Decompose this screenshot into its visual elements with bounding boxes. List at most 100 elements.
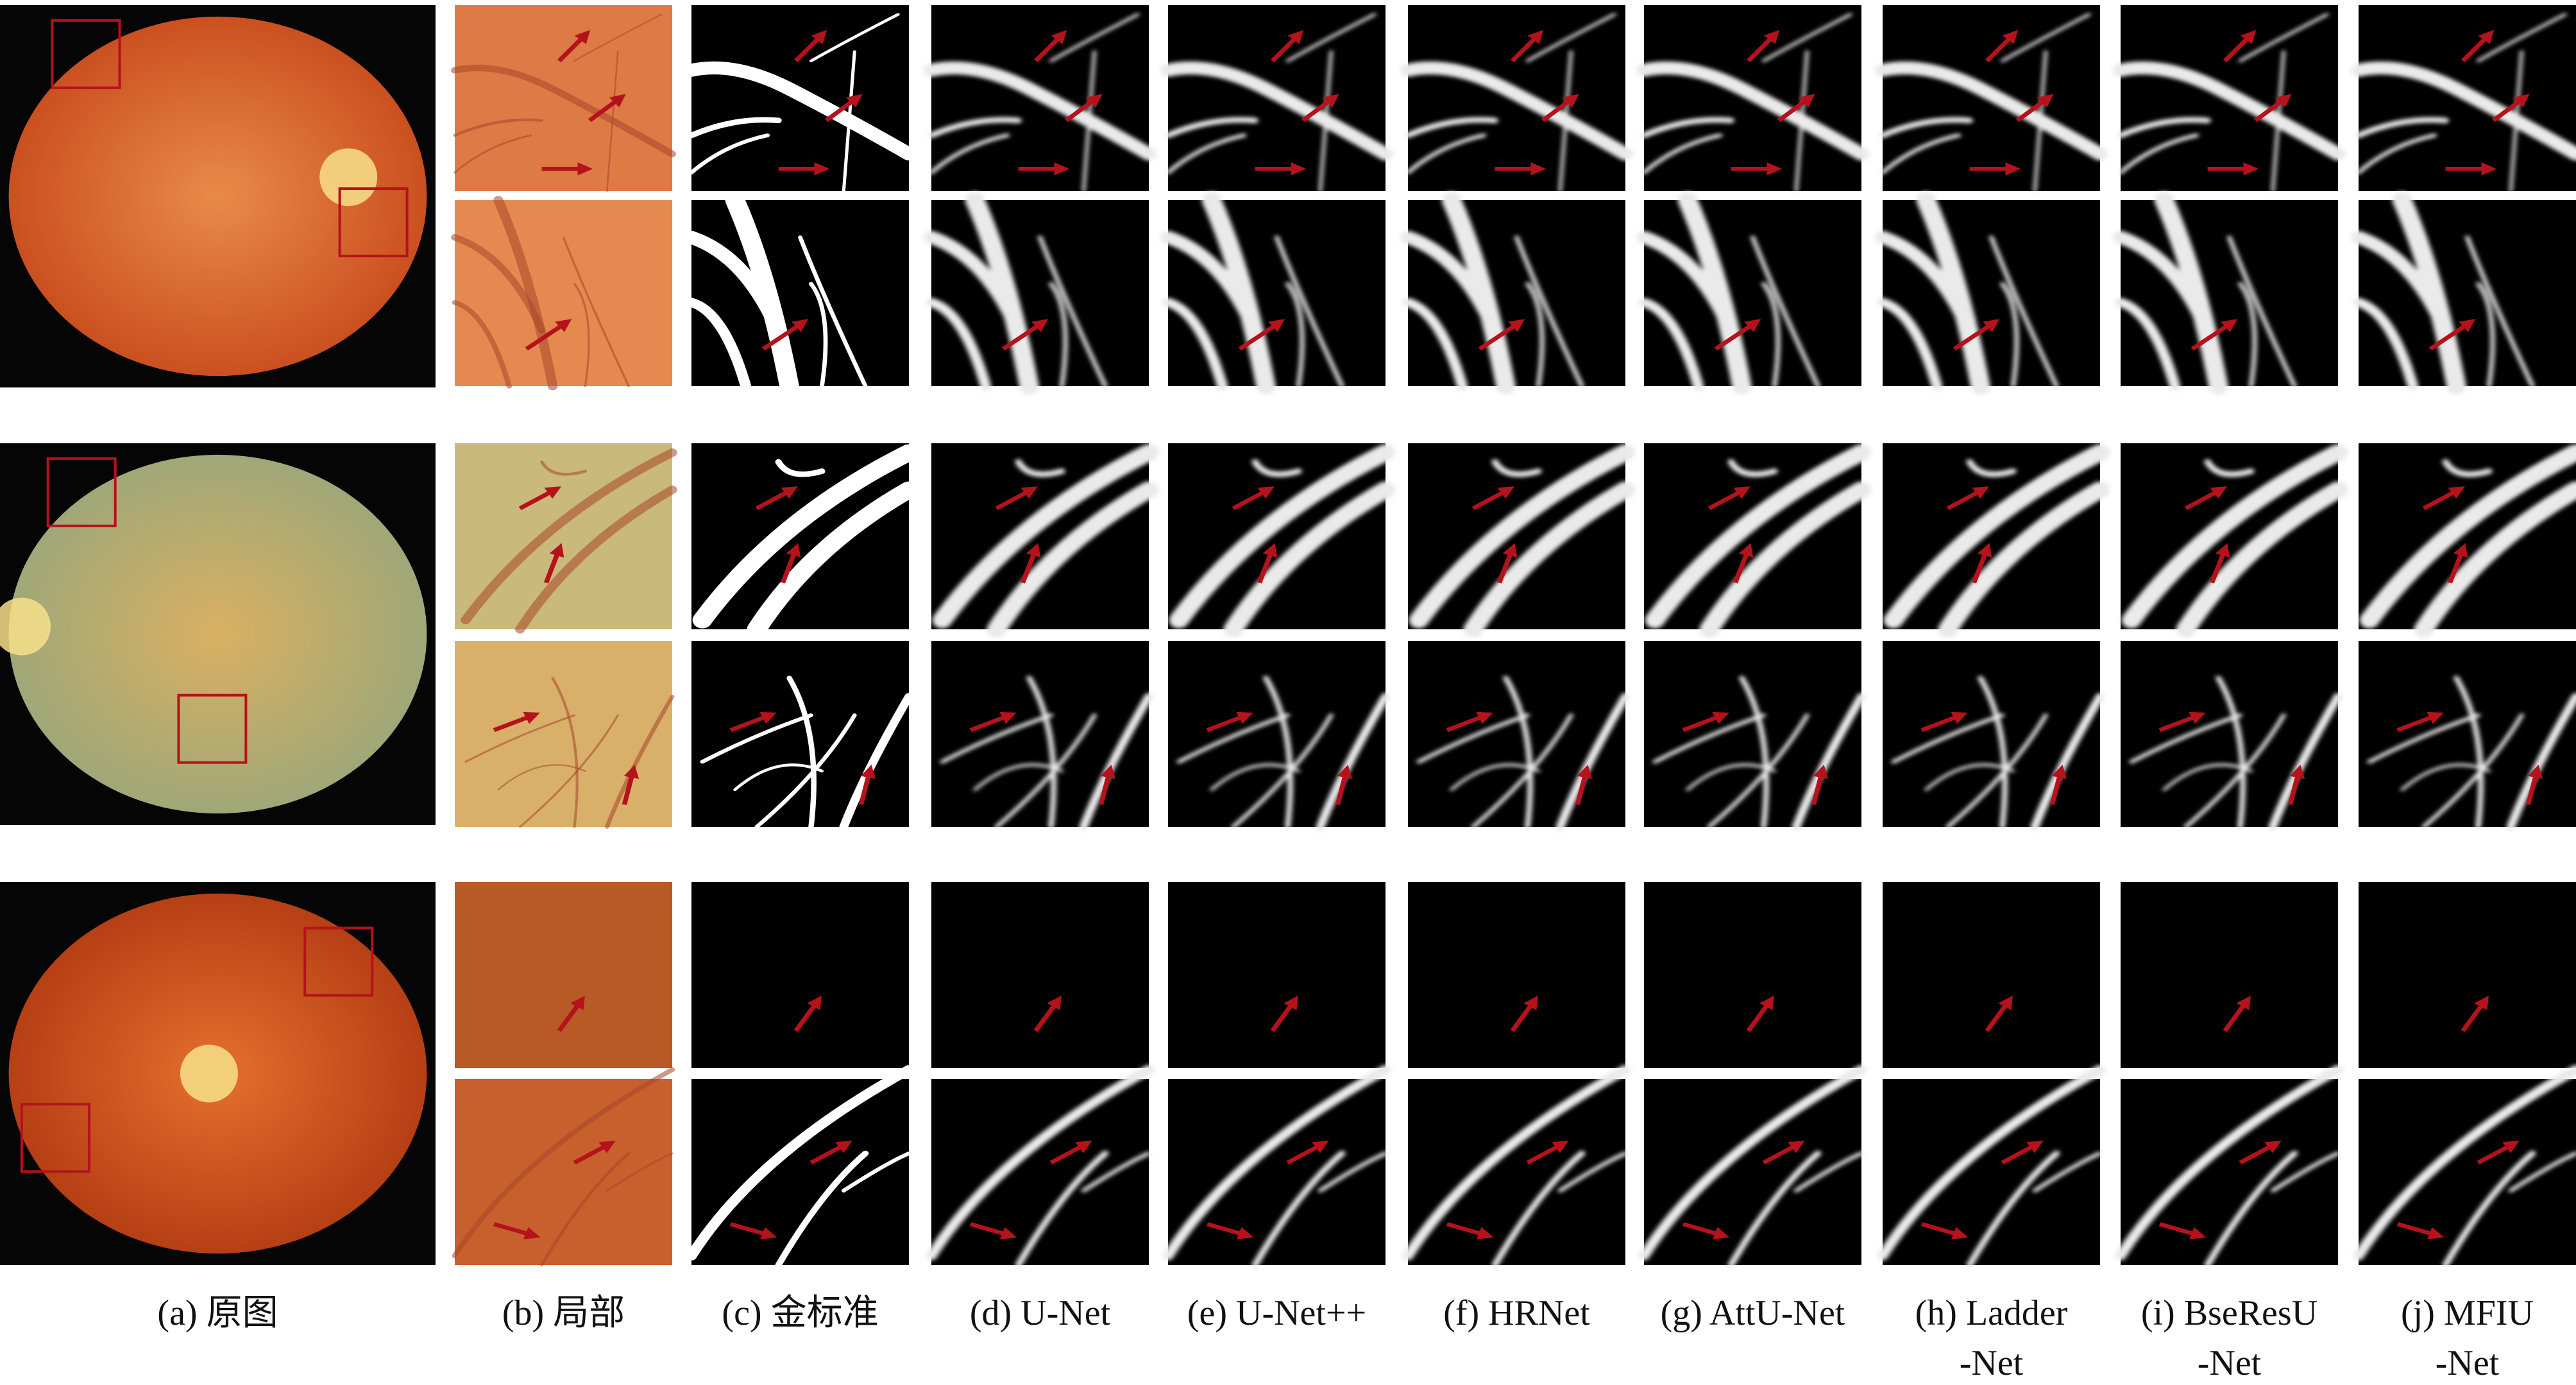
arrow	[2422, 486, 2466, 511]
arrow	[793, 995, 822, 1032]
arrow	[573, 1141, 616, 1165]
vessel	[2353, 1065, 2576, 1261]
segmentation-map	[686, 1065, 915, 1268]
vessel	[1989, 235, 2059, 388]
arrow	[1238, 319, 1285, 351]
segmentation-map	[2121, 641, 2343, 831]
arrow	[493, 711, 540, 733]
arrow	[1001, 319, 1049, 351]
arrow	[1971, 543, 1992, 584]
segmentation-map	[691, 443, 919, 638]
vessels	[461, 448, 677, 634]
segmentation-map	[931, 641, 1153, 831]
vessel	[2414, 481, 2576, 638]
vessel	[2238, 282, 2257, 388]
image-background	[691, 200, 909, 386]
vessel	[451, 234, 546, 334]
vessel	[809, 282, 828, 388]
arrow	[2287, 765, 2305, 805]
vessel	[1223, 481, 1396, 638]
vessel	[2154, 191, 2228, 395]
roi-box	[338, 187, 409, 258]
vessel	[2115, 298, 2181, 391]
segmentation-map	[1877, 1065, 2106, 1268]
image-background	[1883, 641, 2100, 827]
image-background	[1408, 200, 1625, 386]
arrow	[1020, 543, 1041, 584]
vessel	[1404, 117, 1498, 139]
arrow	[557, 30, 591, 63]
vessel	[2121, 444, 2348, 629]
vessel	[2353, 298, 2419, 391]
arrow	[1777, 94, 1815, 123]
vessel	[1263, 676, 1293, 829]
vessel	[686, 1065, 915, 1261]
segmentation-map	[2121, 443, 2348, 638]
arrow	[543, 543, 564, 584]
arrow	[1206, 1222, 1254, 1240]
arrow	[2223, 30, 2257, 63]
segmentation-map	[924, 5, 1157, 193]
vessel	[1162, 1065, 1391, 1261]
vessel	[451, 64, 676, 158]
vessel	[775, 459, 826, 477]
vessel	[1450, 763, 1540, 792]
vessel	[1049, 13, 1140, 63]
vessel	[2227, 235, 2297, 388]
vessel	[1641, 133, 1723, 174]
vessel	[1491, 459, 1542, 477]
vessel	[1750, 235, 1820, 388]
vessel	[1525, 282, 1545, 388]
vessel	[733, 763, 824, 792]
vessel	[1645, 444, 1872, 629]
arrow	[1270, 30, 1304, 63]
vessel	[1405, 133, 1487, 174]
vessel	[1875, 61, 2108, 161]
vessels	[451, 196, 630, 391]
vessel	[1400, 230, 1503, 337]
arrow	[1496, 543, 1518, 584]
vessel	[1966, 459, 2017, 477]
image-background	[931, 882, 1149, 1068]
vessel	[1875, 230, 1978, 337]
vessel	[1275, 235, 1344, 388]
vessels	[1402, 1065, 1631, 1268]
vessel	[2032, 1151, 2103, 1193]
segmentation-map	[2121, 882, 2338, 1068]
segmentation-map	[1644, 882, 1861, 1068]
image-background	[455, 200, 672, 386]
local-patch	[455, 641, 675, 829]
segmentation-map	[2113, 5, 2346, 193]
vessel	[2356, 133, 2437, 174]
vessel	[1251, 1150, 1346, 1268]
vessel	[2113, 61, 2346, 161]
vessel	[1638, 298, 1704, 391]
vessel	[2355, 117, 2449, 139]
vessel	[1165, 133, 1247, 174]
segmentation-map	[2359, 641, 2576, 831]
vessel	[1761, 13, 1852, 63]
vessel	[1636, 230, 1739, 337]
segmentation-map	[2113, 191, 2338, 395]
vessel	[1503, 676, 1533, 829]
caption: (c) 金标准	[722, 1293, 878, 1333]
caption: -Net	[2198, 1343, 2262, 1383]
vessel	[1883, 444, 2110, 629]
arrow	[2209, 543, 2230, 584]
vessels	[1875, 191, 2059, 395]
arrow	[824, 94, 863, 123]
vessel	[2270, 1151, 2341, 1193]
vessels	[2121, 444, 2348, 638]
vessel	[1160, 230, 1263, 337]
arrow	[2525, 765, 2543, 805]
fundus-image	[0, 5, 436, 387]
segmentation-map	[931, 443, 1159, 638]
vessel	[2115, 1065, 2344, 1261]
arrow	[1033, 995, 1062, 1032]
arrow	[557, 995, 585, 1032]
arrow	[2158, 711, 2206, 733]
arrow	[809, 1141, 852, 1165]
vessel	[1402, 1065, 1631, 1261]
local-patch	[452, 1067, 675, 1267]
arrow	[2428, 319, 2476, 351]
